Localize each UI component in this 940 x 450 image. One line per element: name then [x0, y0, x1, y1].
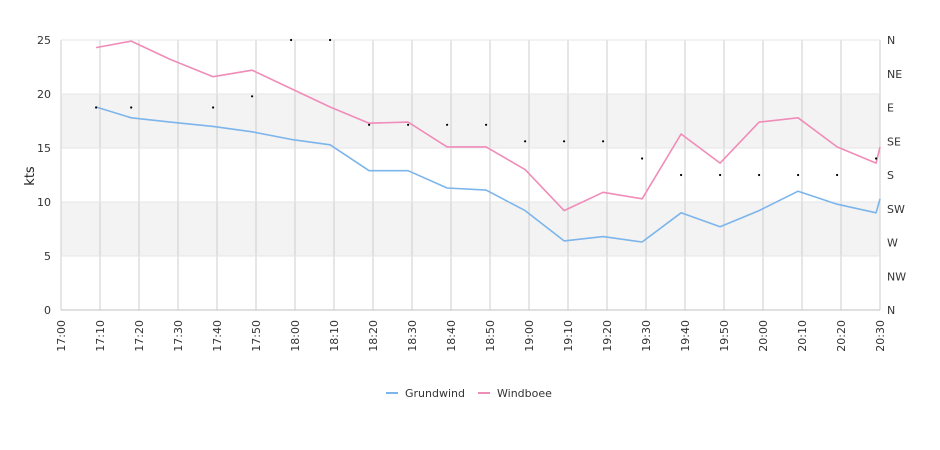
- x-axis-ticks: 17:00 17:10 17:20 17:30 17:40 17:50 18:00 18:10…: [55, 320, 887, 352]
- direction-point: [130, 106, 133, 109]
- y-tick-label: 5: [44, 250, 51, 263]
- direction-tick-label: N: [887, 304, 895, 317]
- direction-point: [95, 106, 98, 109]
- direction-point: [602, 140, 605, 143]
- direction-point: [446, 123, 449, 126]
- x-tick-label: 19:00: [523, 320, 536, 352]
- x-tick-label: 20:10: [796, 320, 809, 352]
- y-tick-label: 15: [37, 142, 51, 155]
- x-tick-label: 17:10: [94, 320, 107, 352]
- x-tick-label: 20:20: [835, 320, 848, 352]
- series-lines: [95, 40, 881, 243]
- x-tick-label: 18:10: [328, 320, 341, 352]
- x-tick-label: 18:40: [445, 320, 458, 352]
- x-tick-label: 19:10: [562, 320, 575, 352]
- y-tick-label: 0: [44, 304, 51, 317]
- x-tick-label: 17:30: [172, 320, 185, 352]
- y-axis-ticks: 0 5 10 15 20 25: [37, 34, 51, 317]
- x-tick-label: 17:00: [55, 320, 68, 352]
- gridlines: [60, 39, 881, 311]
- direction-point: [680, 173, 683, 177]
- series-line-windboee: [95, 40, 881, 212]
- x-tick-label: 18:00: [289, 320, 302, 352]
- direction-point: [563, 140, 566, 143]
- x-tick-label: 18:50: [484, 320, 497, 352]
- direction-markers: [95, 38, 878, 177]
- direction-point: [407, 123, 410, 126]
- direction-tick-label: E: [887, 102, 894, 115]
- x-tick-label: 17:50: [250, 320, 263, 352]
- direction-point: [719, 173, 722, 177]
- direction-tick-label: S: [887, 169, 894, 182]
- direction-point: [368, 123, 371, 126]
- x-tick-label: 19:40: [679, 320, 692, 352]
- x-tick-label: 19:20: [601, 320, 614, 352]
- direction-axis-ticks: N NW W SW S SE E NE N: [887, 34, 906, 317]
- direction-point: [329, 38, 332, 42]
- y-tick-label: 20: [37, 88, 51, 101]
- direction-point: [485, 123, 488, 126]
- band-1: [61, 94, 880, 148]
- x-tick-label: 17:40: [211, 320, 224, 352]
- x-tick-label: 19:30: [640, 320, 653, 352]
- x-tick-label: 20:30: [874, 320, 887, 352]
- direction-point: [212, 106, 215, 109]
- direction-tick-label: N: [887, 34, 895, 47]
- x-tick-label: 18:30: [406, 320, 419, 352]
- direction-tick-label: SE: [887, 135, 901, 148]
- direction-point: [290, 38, 293, 42]
- series-line-grundwind: [95, 106, 881, 243]
- direction-point: [797, 173, 800, 177]
- direction-tick-label: NW: [887, 270, 906, 283]
- legend: Grundwind Windboee: [386, 387, 552, 400]
- y-axis-title: kts: [23, 166, 38, 186]
- direction-point: [758, 173, 761, 177]
- direction-point: [641, 157, 644, 160]
- background-bands: [61, 94, 880, 256]
- x-tick-label: 19:50: [718, 320, 731, 352]
- legend-label-windboee: Windboee: [497, 387, 552, 400]
- direction-tick-label: SW: [887, 203, 905, 216]
- direction-point: [875, 157, 878, 160]
- direction-point: [524, 140, 527, 143]
- direction-point: [836, 173, 839, 177]
- y-tick-label: 10: [37, 196, 51, 209]
- band-0: [61, 202, 880, 256]
- legend-label-grundwind: Grundwind: [405, 387, 465, 400]
- direction-point: [251, 95, 254, 98]
- x-tick-label: 20:00: [757, 320, 770, 352]
- x-tick-label: 17:20: [133, 320, 146, 352]
- direction-tick-label: NE: [887, 68, 902, 81]
- x-tick-label: 18:20: [367, 320, 380, 352]
- direction-tick-label: W: [887, 237, 898, 250]
- y-tick-label: 25: [37, 34, 51, 47]
